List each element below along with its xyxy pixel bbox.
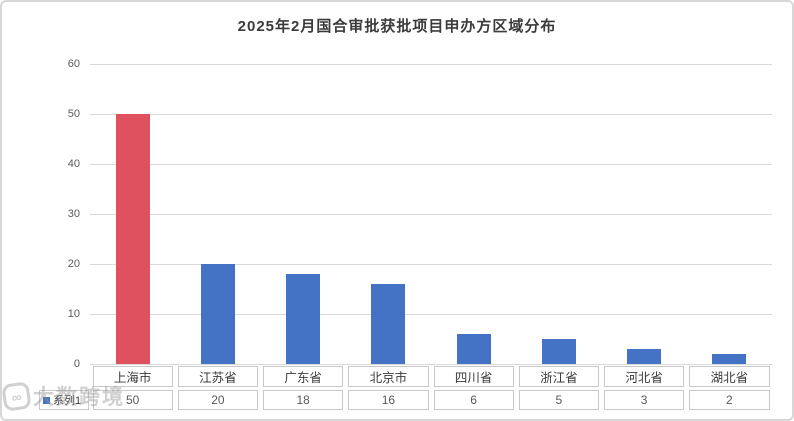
bar [286,274,321,364]
value-cell: 18 [263,390,344,410]
value-cell: 6 [433,390,514,410]
legend-series-label: 系列1 [53,395,82,407]
value-cell: 20 [177,390,258,410]
y-axis-tick-label: 0 [73,358,80,370]
bar [200,264,235,364]
bar [712,354,747,364]
category-cell: 河北省 [604,366,685,387]
bar [541,339,576,364]
value-cell: 16 [348,390,429,410]
bar [371,284,406,364]
gridline [90,63,772,65]
y-axis-tick-label: 20 [67,258,80,270]
value-cell: 3 [604,390,685,410]
value-cell: 2 [689,390,770,410]
gridline [90,163,772,165]
bar [115,114,150,364]
category-cell: 四川省 [433,366,514,387]
y-axis-tick-label: 40 [67,158,80,170]
category-cell: 北京市 [348,366,429,387]
value-cell: 5 [518,390,599,410]
category-cell: 上海市 [92,366,173,387]
category-cell: 浙江省 [518,366,599,387]
y-axis-tick-label: 10 [67,308,80,320]
watermark-logo-icon: ∞ [2,380,32,412]
y-axis-tick-label: 30 [67,208,80,220]
chart-title: 2025年2月国合审批获批项目申办方区域分布 [237,18,557,35]
value-cell: 50 [92,390,173,410]
gridline [90,313,772,315]
legend-key-icon [43,396,50,404]
y-axis-tick-label: 50 [67,108,80,120]
category-cell: 广东省 [263,366,344,387]
legend: 系列1 [39,390,89,410]
category-cell: 江苏省 [177,366,258,387]
bar [456,334,491,364]
bar [627,349,662,364]
y-axis-tick-label: 60 [67,58,80,70]
category-cell: 湖北省 [689,366,770,387]
gridline [90,363,772,365]
gridline [90,213,772,215]
gridline [90,263,772,265]
gridline [90,113,772,115]
